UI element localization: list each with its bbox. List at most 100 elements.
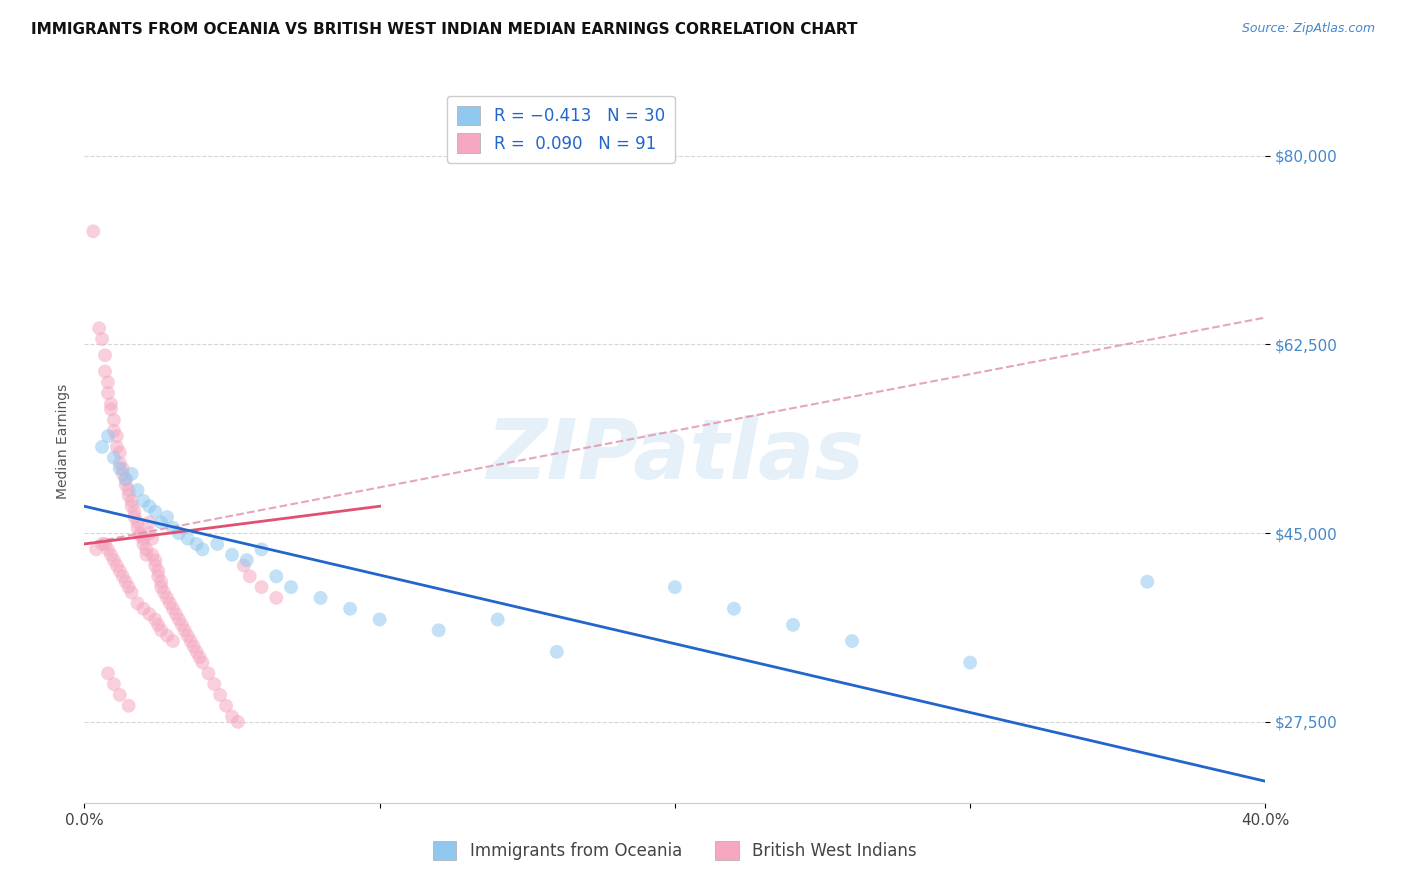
Point [91, 537, 114, 551]
Point [100, 402, 122, 417]
Point [186, 537, 208, 551]
Point [221, 709, 243, 723]
Point [309, 591, 332, 605]
Text: Source: ZipAtlas.com: Source: ZipAtlas.com [1241, 22, 1375, 36]
Point [191, 542, 214, 557]
Point [138, 607, 160, 621]
Point [118, 483, 141, 497]
Point [103, 424, 125, 438]
Point [121, 467, 143, 481]
Point [232, 558, 254, 573]
Point [121, 500, 143, 514]
Point [94, 537, 117, 551]
Point [148, 569, 170, 583]
Point [183, 640, 205, 654]
Point [129, 528, 152, 542]
Point [114, 472, 136, 486]
Point [141, 532, 163, 546]
Point [156, 591, 179, 605]
Point [111, 461, 134, 475]
Point [546, 645, 568, 659]
Point [127, 516, 149, 530]
Point [143, 612, 166, 626]
Point [148, 618, 170, 632]
Point [202, 677, 225, 691]
Point [427, 624, 450, 638]
Y-axis label: Median Earnings: Median Earnings [56, 384, 70, 500]
Point [162, 521, 184, 535]
Point [150, 624, 173, 638]
Point [156, 510, 179, 524]
Point [207, 537, 229, 551]
Point [723, 601, 745, 615]
Point [141, 548, 163, 562]
Point [782, 618, 804, 632]
Point [138, 526, 160, 541]
Point [1136, 574, 1159, 589]
Point [215, 698, 238, 713]
Point [114, 477, 136, 491]
Point [177, 629, 200, 643]
Point [127, 483, 149, 497]
Point [103, 413, 125, 427]
Point [135, 548, 157, 562]
Point [103, 677, 125, 691]
Point [111, 467, 134, 481]
Point [108, 456, 131, 470]
Point [132, 537, 155, 551]
Point [84, 542, 107, 557]
Point [143, 553, 166, 567]
Point [165, 607, 187, 621]
Point [127, 596, 149, 610]
Point [132, 493, 155, 508]
Point [94, 364, 117, 378]
Point [143, 505, 166, 519]
Point [148, 564, 170, 578]
Point [108, 445, 131, 459]
Point [197, 666, 219, 681]
Point [339, 601, 361, 615]
Point [156, 629, 179, 643]
Text: ZIPatlas: ZIPatlas [486, 416, 863, 497]
Point [138, 500, 160, 514]
Point [132, 532, 155, 546]
Point [841, 634, 863, 648]
Point [186, 645, 208, 659]
Legend: Immigrants from Oceania, British West Indians: Immigrants from Oceania, British West In… [426, 834, 924, 867]
Point [150, 580, 173, 594]
Point [191, 656, 214, 670]
Point [236, 553, 259, 567]
Point [111, 569, 134, 583]
Point [114, 472, 136, 486]
Point [82, 224, 104, 238]
Point [486, 612, 509, 626]
Point [226, 714, 249, 729]
Point [173, 624, 195, 638]
Point [105, 429, 128, 443]
Point [177, 532, 200, 546]
Point [221, 548, 243, 562]
Point [121, 493, 143, 508]
Point [180, 634, 202, 648]
Point [170, 618, 193, 632]
Point [135, 542, 157, 557]
Point [105, 558, 128, 573]
Point [105, 440, 128, 454]
Point [108, 564, 131, 578]
Point [124, 505, 146, 519]
Point [108, 688, 131, 702]
Point [250, 580, 273, 594]
Point [959, 656, 981, 670]
Point [97, 542, 120, 557]
Point [124, 510, 146, 524]
Point [118, 580, 141, 594]
Point [162, 601, 184, 615]
Point [118, 698, 141, 713]
Point [97, 376, 120, 390]
Point [121, 585, 143, 599]
Point [368, 612, 391, 626]
Point [188, 650, 211, 665]
Point [162, 634, 184, 648]
Point [94, 348, 117, 362]
Point [239, 569, 262, 583]
